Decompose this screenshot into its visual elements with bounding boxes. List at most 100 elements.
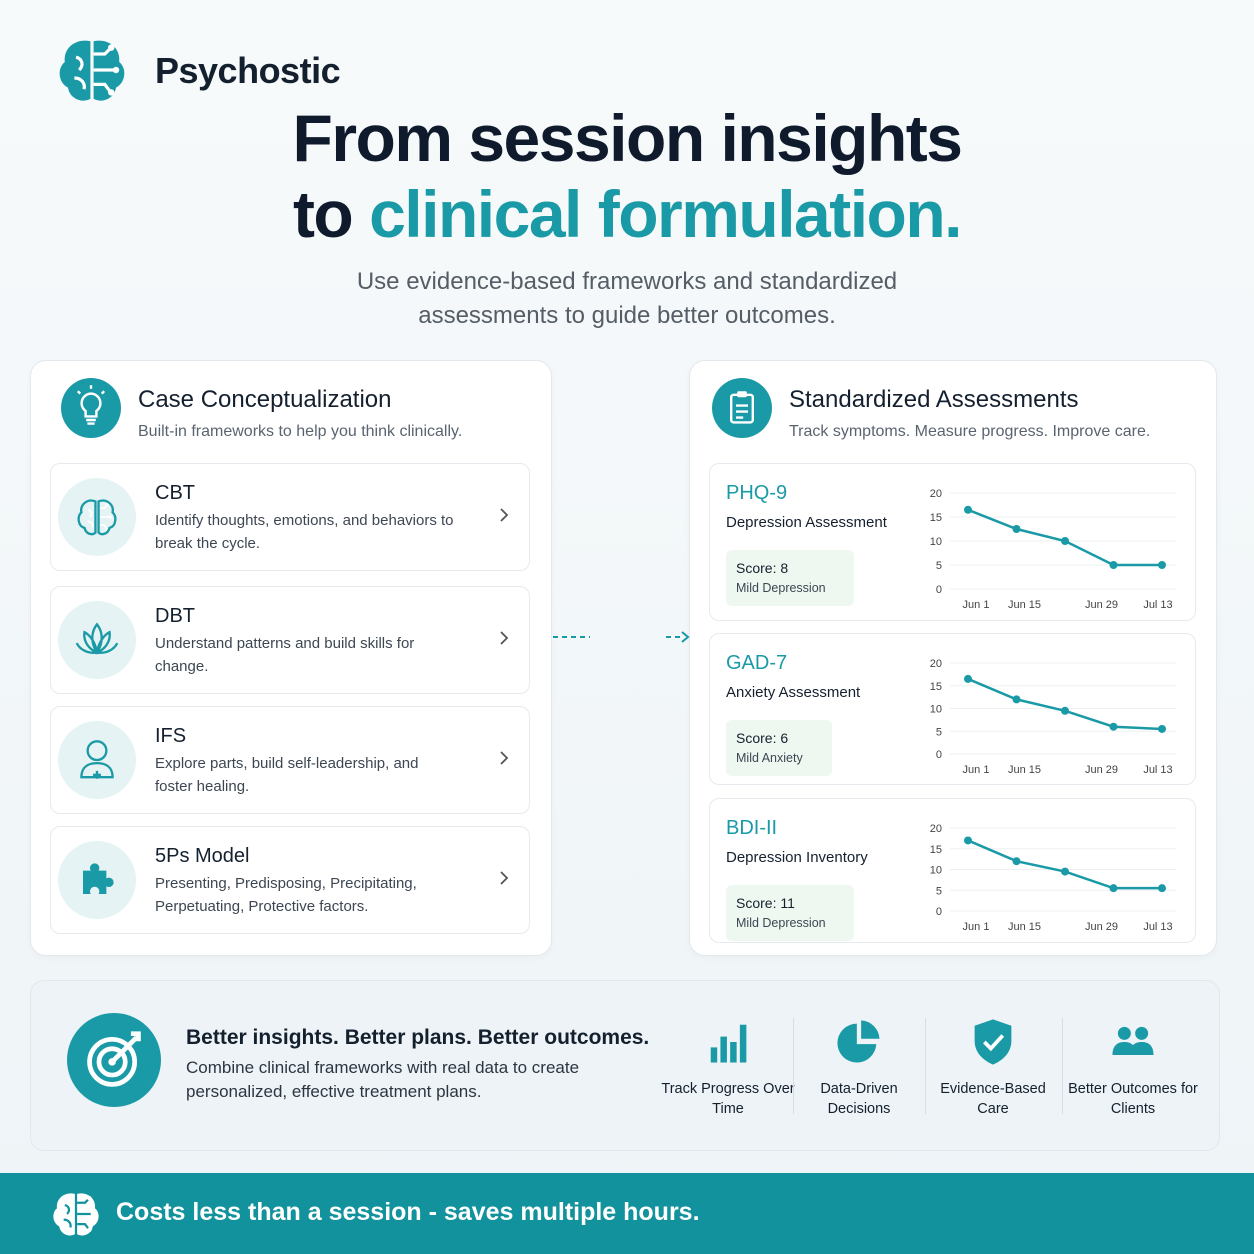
icon-shape [1117,1026,1131,1040]
subtitle: Use evidence-based frameworks and standa… [356,268,898,329]
icon-shape [87,1227,92,1232]
icon-shape [87,505,110,529]
icon-shape [1135,1026,1149,1040]
icon-shape [108,89,115,96]
icon-shape [90,1211,96,1217]
framework-icon [58,478,136,556]
icon-shape [730,1042,737,1063]
chevron [500,871,509,885]
icon-shape [712,378,772,438]
icon-shape [108,44,115,51]
section-title: Standardized Assessments [789,386,1079,413]
banner-title: Better insights. Better plans. Better ou… [186,1026,650,1049]
brand-name: Psychostic [155,50,341,91]
icon-shape [86,740,108,762]
icon-shape [500,631,509,645]
footer-text: Costs less than a session - saves multip… [116,1198,700,1226]
framework-name: DBT [155,605,195,627]
footer-bar [0,1173,1254,1254]
icon-shape [82,863,114,895]
score-box: Score: 11 Mild Depression [726,885,854,941]
icon-shape [59,40,91,101]
severity: Mild Depression [736,916,826,930]
icon-shape [77,499,117,536]
score: Score: 6 [736,730,789,746]
headline: From session insights [292,101,963,175]
section-title: Case Conceptualization [138,386,392,413]
divider [793,1018,794,1114]
headline: to clinical formulation. [0,176,1254,252]
footer-icon [53,1193,99,1236]
divider [925,1018,926,1114]
icon-shape [76,385,106,425]
icon-shape [87,1036,138,1087]
section-subtitle: Track symptoms. Measure progress. Improv… [789,423,1151,440]
icon-shape [93,770,101,779]
severity: Mild Anxiety [736,751,803,765]
chevron [500,508,509,522]
assessment-name: GAD-7 [726,652,788,674]
framework-description: Identify thoughts, emotions, and behavio… [155,512,454,552]
banner-icon [67,1013,161,1107]
section-subtitle: Built-in frameworks to help you think cl… [138,423,463,440]
section-icon [712,378,772,438]
feature-label: Better Outcomes for Clients [1068,1081,1198,1117]
section-icon [61,378,121,438]
banner-text: Combine clinical frameworks with real da… [186,1058,580,1101]
framework-description: Explore parts, build self-leadership, an… [155,755,419,795]
chevron [500,751,509,765]
framework-card[interactable] [50,706,530,814]
icon-shape [1112,1042,1154,1055]
icon-shape [53,1193,75,1236]
icon-shape [112,66,120,74]
severity: Mild Depression [736,581,826,595]
icon-shape [720,1036,727,1063]
score-box: Score: 8 Mild Depression [726,550,854,606]
headline-plain: to [292,177,354,251]
icon-shape [500,508,509,522]
assessment-name: BDI-II [726,817,778,839]
connector-arrow [681,631,690,643]
assessment-label: Depression Assessment [726,514,887,531]
score: Score: 11 [736,895,795,911]
icon-shape [737,391,747,398]
score: Score: 8 [736,560,789,576]
chevron [500,631,509,645]
icon-shape [58,601,136,679]
assessment-label: Anxiety Assessment [726,684,861,701]
icon-shape [58,478,136,556]
score-box: Score: 6 Mild Anxiety [726,720,832,776]
icon-shape [108,515,112,519]
icon-shape [63,1198,92,1230]
icon-shape [80,392,102,418]
framework-name: CBT [155,482,195,504]
feature-label: Track Progress Over Time [661,1081,795,1117]
framework-description: Understand patterns and build skills for… [155,635,415,675]
framework-description: Presenting, Predisposing, Precipitating,… [155,875,417,915]
icon-shape [736,404,748,419]
icon-shape [87,1196,92,1201]
framework-icon [58,841,136,919]
icon-shape [710,1047,718,1063]
feature-label: Evidence-Based Care [940,1081,1046,1117]
divider [1062,1018,1063,1114]
icon-shape [110,1031,141,1064]
feature-label: Data-Driven Decisions [820,1081,898,1117]
icon-shape [983,1034,1005,1052]
banner [30,980,1220,1151]
framework-icon [58,601,136,679]
assessment-name: PHQ-9 [726,482,788,504]
framework-name: 5Ps Model [155,845,250,867]
logo-icon [59,40,125,101]
icon-shape [837,1023,877,1063]
assessment-label: Depression Inventory [726,849,868,866]
feature-icon [974,1019,1012,1065]
feature-icon [837,1020,880,1063]
headline-accent: clinical formulation. [369,177,962,251]
icon-shape [80,761,114,779]
icon-shape [105,503,110,507]
feature-icon [710,1024,747,1063]
icon-shape [61,378,121,438]
icon-shape [974,1019,1012,1065]
